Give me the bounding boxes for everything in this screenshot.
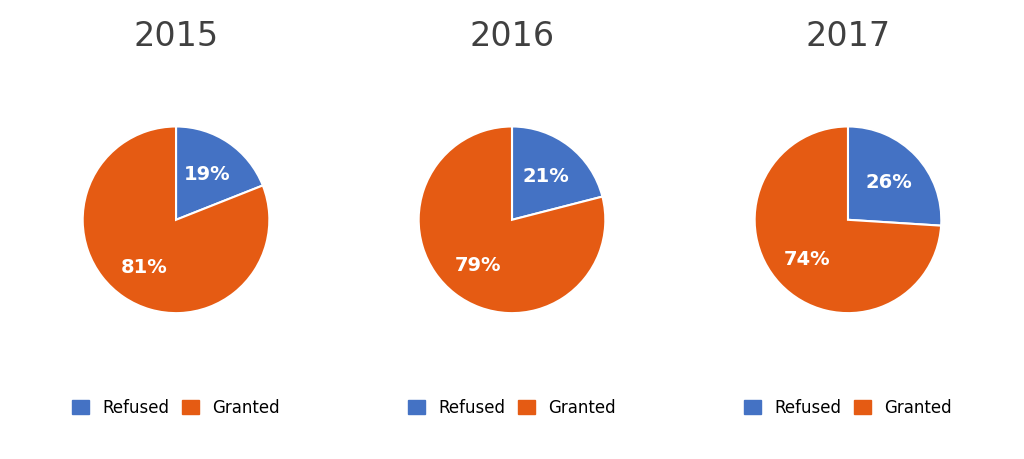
Wedge shape [848,127,941,226]
Text: 19%: 19% [184,165,230,184]
Title: 2015: 2015 [133,20,218,53]
Wedge shape [419,127,605,313]
Wedge shape [755,127,941,313]
Text: 21%: 21% [523,167,569,185]
Legend: Refused, Granted: Refused, Granted [401,392,623,423]
Wedge shape [83,127,269,313]
Title: 2016: 2016 [469,20,555,53]
Wedge shape [512,127,602,220]
Wedge shape [176,127,263,220]
Legend: Refused, Granted: Refused, Granted [66,392,287,423]
Text: 79%: 79% [455,255,501,274]
Legend: Refused, Granted: Refused, Granted [737,392,958,423]
Text: 74%: 74% [783,249,830,268]
Text: 81%: 81% [121,257,168,276]
Title: 2017: 2017 [806,20,891,53]
Text: 26%: 26% [865,173,912,191]
